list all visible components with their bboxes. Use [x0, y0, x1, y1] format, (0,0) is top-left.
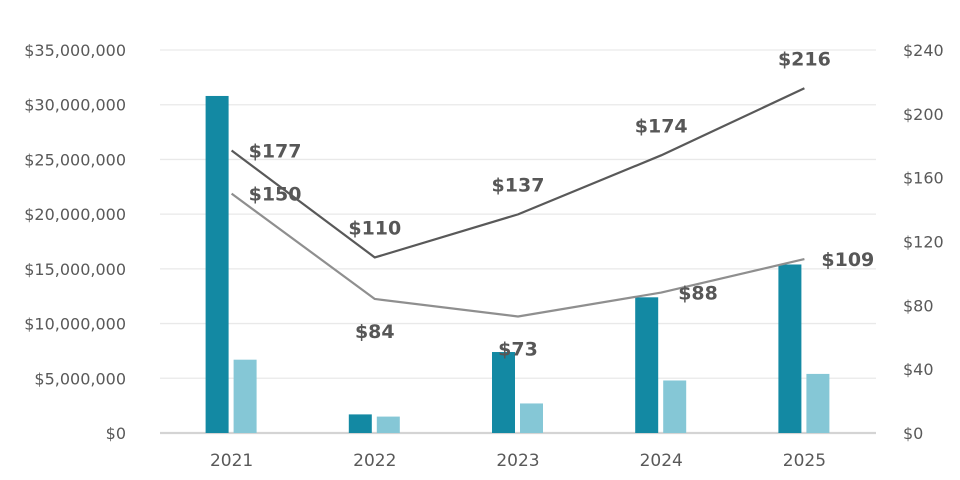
dark-teal-bars-bar [635, 297, 659, 433]
dark-teal-bars-bar [492, 352, 515, 433]
right-axis-tick-label: $240 [903, 41, 944, 60]
x-axis-label: 2024 [640, 451, 683, 471]
light-gray-line-data-label: $84 [355, 321, 395, 343]
light-teal-bars-bar [376, 416, 400, 433]
right-axis-tick-label: $0 [903, 424, 923, 443]
light-teal-bars-bar [806, 373, 830, 433]
light-gray-line-data-label: $150 [249, 184, 302, 206]
dark-gray-line-data-label: $137 [492, 174, 545, 196]
left-axis-tick-label: $0 [106, 424, 126, 443]
dark-gray-line-data-label: $177 [249, 141, 302, 163]
left-axis-tick-label: $15,000,000 [24, 260, 126, 279]
dark-gray-line [230, 87, 805, 259]
right-axis-tick-label: $40 [903, 360, 934, 379]
left-axis-tick-label: $25,000,000 [24, 150, 126, 169]
left-axis-tick-label: $35,000,000 [24, 41, 126, 60]
left-axis-tick-label: $5,000,000 [34, 369, 126, 388]
x-axis-label: 2021 [210, 451, 253, 471]
x-axis-label: 2023 [496, 451, 539, 471]
dark-teal-bars-bar [205, 95, 229, 434]
dark-gray-line-data-label: $216 [778, 48, 831, 70]
light-teal-bars-bar [233, 359, 257, 433]
left-axis-tick-label: $10,000,000 [24, 315, 126, 334]
right-axis-tick-label: $80 [903, 296, 934, 315]
light-gray-line-data-label: $109 [821, 249, 874, 271]
dark-teal-bars-bar [348, 414, 372, 433]
right-axis-tick-label: $160 [903, 169, 944, 188]
light-teal-bars-bar [520, 403, 543, 433]
light-teal-bars-bar [663, 380, 687, 433]
x-axis-label: 2025 [783, 451, 826, 471]
x-axis-label: 2022 [353, 451, 396, 471]
left-axis-tick-label: $30,000,000 [24, 96, 126, 115]
dark-gray-line-data-label: $174 [635, 115, 688, 137]
dark-teal-bars-bar [778, 264, 802, 433]
right-axis-tick-label: $120 [903, 233, 944, 252]
light-gray-line-data-label: $88 [678, 283, 718, 305]
dark-gray-line-data-label: $110 [348, 217, 401, 239]
light-gray-line-data-label: $73 [498, 339, 538, 361]
left-axis-tick-label: $20,000,000 [24, 205, 126, 224]
light-gray-line [230, 192, 805, 318]
right-axis-tick-label: $200 [903, 105, 944, 124]
